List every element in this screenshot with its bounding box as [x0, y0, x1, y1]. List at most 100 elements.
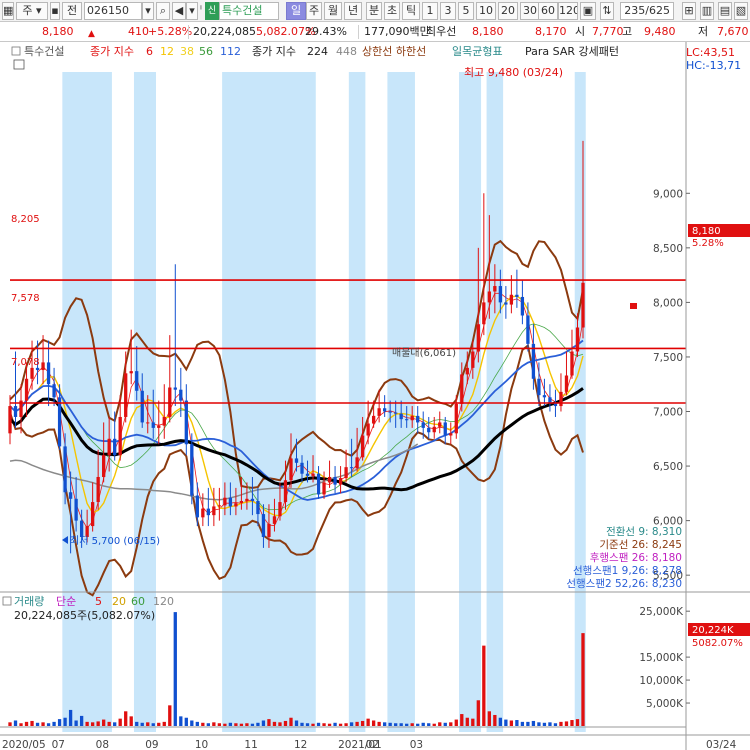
- volume-bar: [476, 700, 480, 726]
- turnover-rate: 29.43%: [305, 25, 347, 38]
- settings-icon[interactable]: ▤: [718, 2, 732, 20]
- candle-body: [377, 408, 381, 416]
- period-second-button[interactable]: 초: [384, 2, 400, 20]
- volume-value: 20,224,085: [193, 25, 256, 38]
- volume-bar: [74, 720, 78, 726]
- grid-icon[interactable]: ▦: [2, 2, 14, 20]
- volume-bar: [124, 711, 128, 726]
- period-year-button[interactable]: 년: [344, 2, 362, 20]
- volume-tag-value: 20,224K: [692, 625, 734, 636]
- speaker-dropdown-icon[interactable]: ▾: [186, 2, 198, 20]
- volume-bar: [377, 721, 381, 726]
- interval-3-button[interactable]: 3: [440, 2, 456, 20]
- legend-ma-label: 종가 지수: [90, 45, 134, 58]
- period-month-button[interactable]: 월: [324, 2, 342, 20]
- volume-bar: [570, 720, 574, 726]
- stock-name-field[interactable]: 특수건설: [219, 2, 279, 20]
- candle-body: [427, 427, 431, 433]
- volume-bar: [548, 722, 552, 726]
- search-icon[interactable]: ⌕: [156, 2, 170, 20]
- interval-20-button[interactable]: 20: [498, 2, 518, 20]
- volume-tick-label: 5,000K: [646, 698, 684, 710]
- volume-bar: [179, 716, 183, 726]
- candle-body: [515, 294, 519, 297]
- volume-bar: [190, 720, 194, 726]
- candle-body: [13, 406, 18, 417]
- candles: [8, 140, 585, 554]
- ma-112-line: [9, 339, 584, 501]
- candle-body: [184, 400, 188, 445]
- period-week-button[interactable]: 주: [306, 2, 322, 20]
- volume-bar: [327, 723, 332, 726]
- candle-body: [355, 457, 359, 469]
- volume-legend-label: 거래량: [14, 595, 44, 608]
- price-tick-label: 8,500: [653, 243, 683, 255]
- zoom-icon[interactable]: ⊞: [682, 2, 696, 20]
- legend-ma-6: 6: [146, 45, 153, 58]
- price-tick-label: 7,000: [653, 407, 683, 419]
- price-tick-label: 6,500: [653, 461, 683, 473]
- stock-code-input[interactable]: 026150: [84, 2, 142, 20]
- speaker-icon[interactable]: ◀: [172, 2, 186, 20]
- interval-120-button[interactable]: 120: [558, 2, 578, 20]
- volume-bar: [68, 709, 73, 726]
- period-tick-button[interactable]: 틱: [402, 2, 420, 20]
- volume-bars: [0, 612, 686, 728]
- period-day-button[interactable]: 일: [286, 2, 306, 20]
- stock-chart[interactable]: 9,000 8,500 8,000 7,500 7,000 6,500 6,000 5,500…: [0, 42, 750, 750]
- candle-body: [201, 508, 205, 518]
- info-icon[interactable]: ⁱ: [200, 3, 202, 16]
- jeon-button[interactable]: 전: [62, 2, 82, 20]
- page-count-field[interactable]: 235/625: [620, 2, 674, 20]
- legend-checkbox-icon[interactable]: [11, 46, 21, 56]
- legend-ichimoku: 일목균형표: [452, 44, 503, 58]
- volume-bar: [217, 723, 222, 726]
- volume-bar: [465, 717, 469, 726]
- volume-bar: [289, 717, 293, 726]
- volume-checkbox-icon[interactable]: [2, 596, 12, 606]
- interval-settings-icon[interactable]: ▣: [580, 2, 596, 20]
- marker-square-icon: [630, 303, 637, 309]
- volume-bar: [421, 722, 425, 726]
- market-select-label: 주: [22, 4, 33, 17]
- market-select[interactable]: 주 ▾: [16, 2, 48, 20]
- candle-body: [537, 378, 541, 396]
- volume-bar: [427, 723, 431, 726]
- candle-body: [35, 367, 40, 371]
- interval-60-button[interactable]: 60: [538, 2, 558, 20]
- volume-bar: [52, 721, 56, 726]
- chart-type-icon[interactable]: ▥: [700, 2, 714, 20]
- low-marker-icon: [62, 536, 68, 544]
- volume-bar: [234, 723, 238, 726]
- period-minute-button[interactable]: 분: [366, 2, 382, 20]
- candle-body: [283, 480, 288, 503]
- volume-bar: [443, 722, 447, 726]
- legend-ma-12: 12: [160, 45, 174, 58]
- candle-body: [360, 435, 365, 458]
- interval-5-button[interactable]: 5: [458, 2, 474, 20]
- candle-body: [250, 498, 255, 501]
- date-label: 03/24: [706, 739, 737, 750]
- low-note: 최저 5,700 (06/15): [70, 535, 160, 547]
- open-value: 7,770: [592, 25, 624, 38]
- candle-body: [190, 444, 194, 496]
- volume-bar: [46, 723, 51, 726]
- candle-body: [118, 416, 122, 456]
- candle-body: [438, 422, 442, 427]
- interval-30-button[interactable]: 30: [520, 2, 540, 20]
- toggle-icon[interactable]: ⇅: [600, 2, 614, 20]
- code-dropdown-icon[interactable]: ▾: [142, 2, 154, 20]
- candle-body: [124, 373, 128, 417]
- volume-bar: [146, 722, 150, 726]
- volume-bar: [85, 721, 89, 726]
- candle-body: [179, 389, 183, 401]
- interval-1-button[interactable]: 1: [422, 2, 438, 20]
- price-tick-label: 9,000: [653, 188, 683, 200]
- interval-10-button[interactable]: 10: [476, 2, 496, 20]
- volume-bar: [90, 722, 95, 726]
- lock-icon[interactable]: ▪: [50, 2, 60, 20]
- candle-body: [162, 416, 166, 426]
- split-icon[interactable]: ▧: [734, 2, 748, 20]
- volume-bar: [338, 723, 343, 726]
